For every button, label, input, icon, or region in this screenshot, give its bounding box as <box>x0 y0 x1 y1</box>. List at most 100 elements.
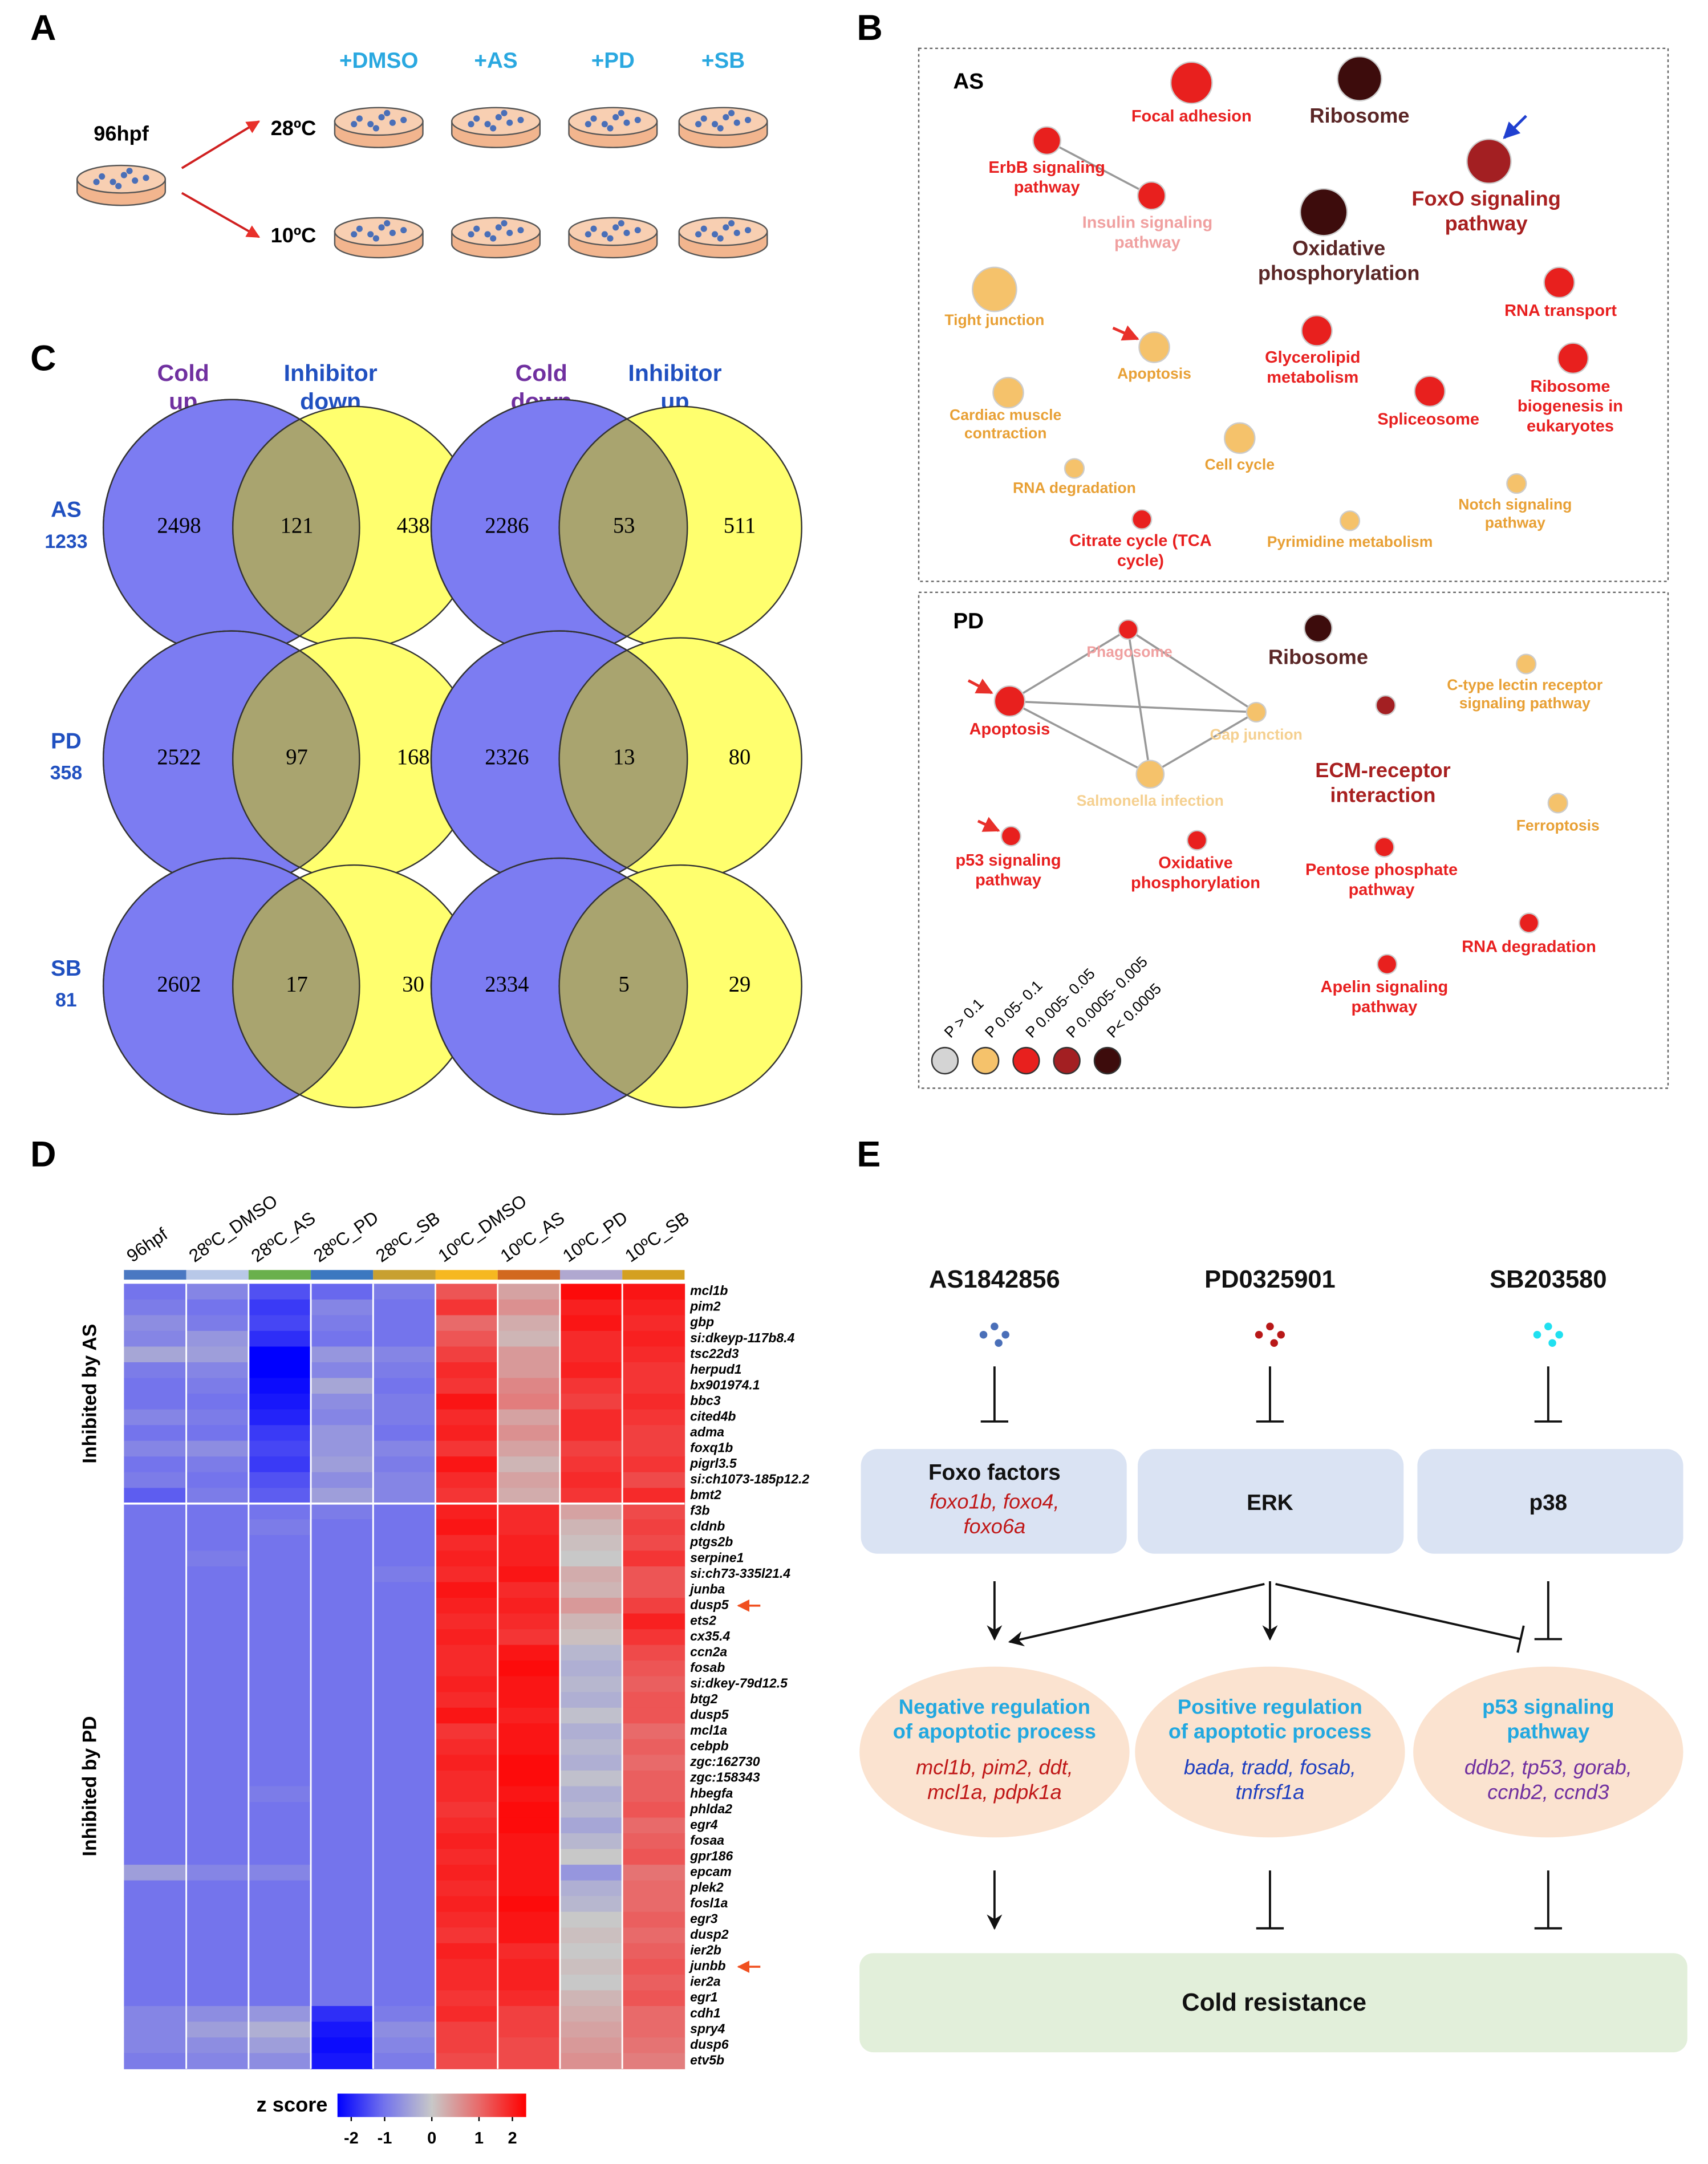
heatmap-cell <box>311 1770 374 1787</box>
heatmap-cell <box>248 1378 311 1394</box>
heatmap-cell <box>248 1786 311 1802</box>
heatmap-cell <box>124 1550 187 1567</box>
heatmap-cell <box>248 1582 311 1598</box>
heatmap-cell <box>248 1943 311 1960</box>
pathway-node <box>1375 695 1396 716</box>
heatmap-cell <box>622 1299 685 1316</box>
pathway-label: Phagosome <box>1086 643 1172 660</box>
heatmap-cell <box>559 1911 623 1928</box>
venn-count: 511 <box>724 514 756 538</box>
heatmap-cell <box>311 1315 374 1331</box>
heatmap-cell <box>497 1409 561 1426</box>
heatmap-cell <box>186 1911 249 1928</box>
y-tick-label: fosaa <box>690 1833 724 1848</box>
group-title: AS <box>953 69 984 94</box>
heatmap-cell <box>622 1692 685 1708</box>
heatmap-cell <box>248 1598 311 1614</box>
heatmap-cell <box>311 1534 374 1552</box>
heatmap-cell <box>373 1755 436 1771</box>
venn-count: 17 <box>286 973 308 997</box>
y-tick-label: plek2 <box>689 1879 724 1894</box>
heatmap-cell <box>622 1723 685 1740</box>
heatmap-cell <box>186 1330 249 1347</box>
network-edge <box>1127 628 1257 713</box>
drug-dot <box>1555 1330 1563 1339</box>
heatmap-cell <box>186 1598 249 1614</box>
heatmap-cell <box>248 1959 311 1975</box>
heatmap-cell <box>622 2005 685 2023</box>
heatmap-cell <box>186 1692 249 1708</box>
heatmap-cell <box>373 1707 436 1724</box>
heatmap-cell <box>124 2005 187 2023</box>
heatmap-cell <box>186 1378 249 1394</box>
drug-name: SB203580 <box>1490 1266 1606 1293</box>
heatmap-cell <box>311 2053 374 2069</box>
heatmap-cell <box>311 1896 374 1913</box>
heatmap-cell <box>373 1456 436 1473</box>
heatmap-cell <box>248 1629 311 1646</box>
colorbar-tick-label: 2 <box>508 2129 517 2147</box>
cell <box>351 231 358 238</box>
heatmap-cell <box>559 1550 623 1567</box>
y-tick-label: zgc:162730 <box>689 1754 760 1769</box>
panel-label: C <box>30 339 56 379</box>
heatmap-cell <box>622 1739 685 1756</box>
cell <box>728 109 735 116</box>
heatmap-cell <box>435 1613 498 1630</box>
heatmap-cell <box>435 1739 498 1756</box>
heatmap-cell <box>622 1755 685 1771</box>
heatmap-cell <box>559 1990 623 2007</box>
heatmap-cell <box>497 1330 561 1347</box>
heatmap-cell <box>497 1456 561 1473</box>
cell <box>695 231 702 238</box>
heatmap-cell <box>497 1582 561 1598</box>
y-tick-label: dusp5 <box>690 1707 729 1722</box>
drug-dot <box>979 1330 988 1339</box>
heatmap-cell <box>311 1723 374 1740</box>
target-box <box>1138 1449 1404 1554</box>
cell <box>501 220 508 227</box>
heatmap-cell <box>311 1676 374 1692</box>
heatmap-cell <box>435 1692 498 1708</box>
heatmap-cell <box>311 1974 374 1991</box>
cell <box>351 121 358 128</box>
cell <box>490 125 497 132</box>
cell <box>700 225 707 232</box>
heatmap-cell <box>124 1723 187 1740</box>
heatmap-cell <box>186 1927 249 1944</box>
condition-bar <box>559 1270 623 1280</box>
heatmap-cell <box>435 1943 498 1960</box>
heatmap-cell <box>622 1598 685 1614</box>
venn-count: 5 <box>618 973 629 997</box>
heatmap-cell <box>622 1786 685 1802</box>
y-tick-label: cited4b <box>690 1408 736 1423</box>
heatmap-cell <box>124 1613 187 1630</box>
heatmap-cell <box>124 1865 187 1881</box>
heatmap-cell <box>311 1786 374 1802</box>
cell <box>733 229 740 237</box>
heatmap-cell <box>311 1378 374 1394</box>
heatmap-cell <box>124 1394 187 1410</box>
heatmap-cell <box>497 1378 561 1394</box>
heatmap-cell <box>373 1629 436 1646</box>
pathway-node <box>1339 510 1361 531</box>
heatmap-cell <box>497 1362 561 1379</box>
heatmap-cell <box>373 1849 436 1865</box>
cell <box>700 115 707 122</box>
cell <box>618 220 624 227</box>
highlight-arrow <box>1112 325 1139 341</box>
colorbar-title: z score <box>257 2093 328 2116</box>
heatmap-cell <box>248 1346 311 1363</box>
heatmap-cell <box>124 1959 187 1975</box>
process-name: Negative regulation of apoptotic process <box>893 1695 1096 1743</box>
heatmap-cell <box>622 1770 685 1787</box>
heatmap-cell <box>311 1833 374 1850</box>
pathway-node <box>1137 181 1166 210</box>
condition-bar <box>435 1270 498 1280</box>
legend-swatch <box>1012 1046 1040 1075</box>
heatmap-cell <box>373 2053 436 2069</box>
colorbar-tick-label: -1 <box>378 2129 392 2147</box>
heatmap-cell <box>186 1880 249 1897</box>
heatmap-cell <box>435 1472 498 1489</box>
condition-bar <box>186 1270 249 1280</box>
